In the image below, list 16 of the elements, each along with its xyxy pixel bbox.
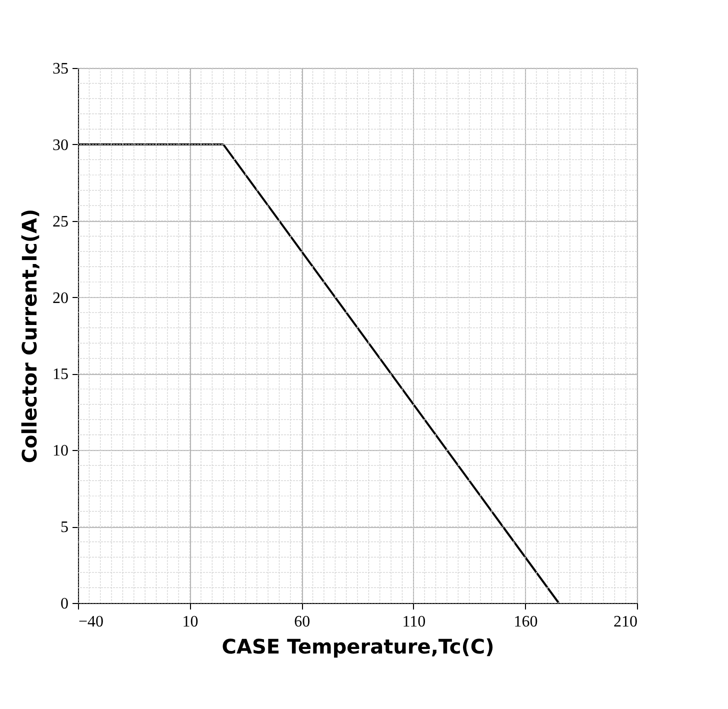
y-tick-label: 35 [52,60,68,78]
y-tick-label: 0 [60,596,68,612]
y-tick-label: 15 [52,366,68,384]
x-axis-title: CASE Temperature,Tc(C) [222,634,494,658]
x-tick-label: 160 [514,614,538,630]
y-tick-label: 5 [60,519,68,536]
y-tick-label: 10 [52,442,68,460]
x-tick-label: 210 [614,614,638,630]
y-tick-label: 30 [52,136,68,154]
x-tick-label: 10 [182,614,198,630]
y-tick-label: 25 [52,213,68,230]
x-tick-label: −40 [78,614,104,630]
x-tick-label: 110 [402,614,426,630]
y-tick-label: 20 [52,290,68,307]
x-tick-label: 60 [294,614,310,630]
y-axis-title: Collector Current,Ic(A) [18,208,42,464]
